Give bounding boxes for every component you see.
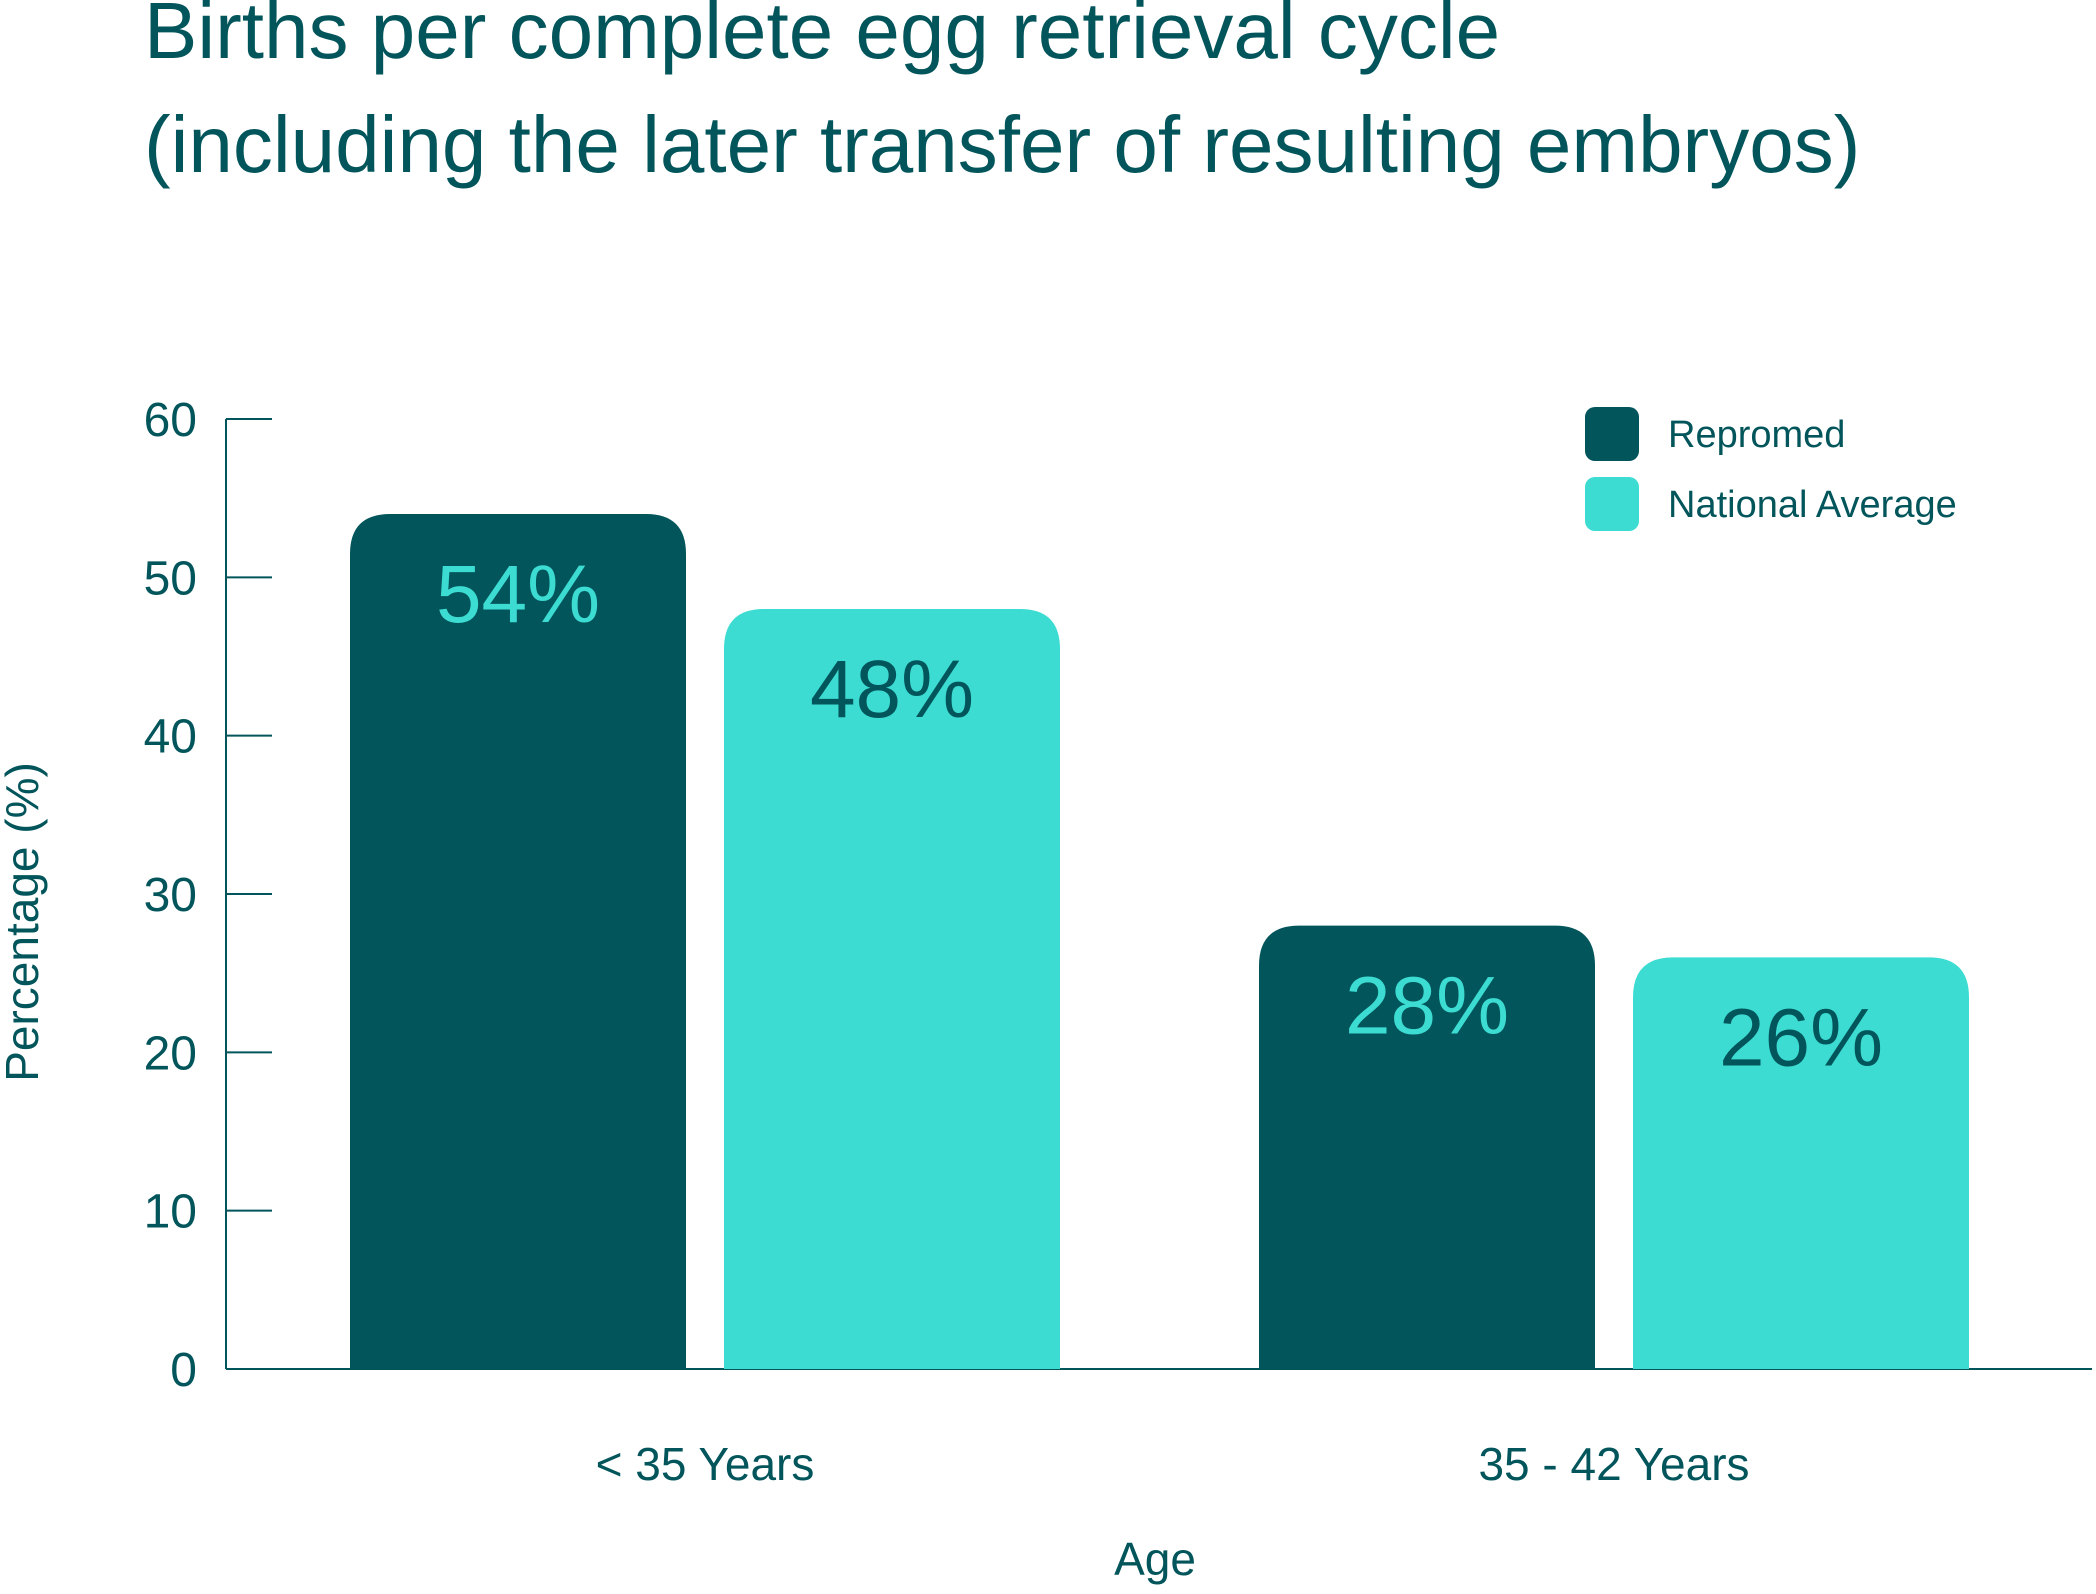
chart-title-line-1: Births per complete egg retrieval cycle xyxy=(144,0,1500,75)
y-tick-label: 60 xyxy=(144,394,197,447)
bar-value-label: 54% xyxy=(436,549,600,640)
bar-value-label: 26% xyxy=(1719,992,1883,1083)
x-category-label: < 35 Years xyxy=(596,1438,815,1490)
x-category-label: 35 - 42 Years xyxy=(1478,1438,1749,1490)
chart-title-line-2: (including the later transfer of resulti… xyxy=(144,100,1860,189)
y-tick-label: 20 xyxy=(144,1027,197,1080)
y-tick-label: 40 xyxy=(144,711,197,764)
x-axis-title: Age xyxy=(1114,1533,1196,1585)
chart-title: Births per complete egg retrieval cycle (… xyxy=(144,0,1860,189)
bar-value-label: 48% xyxy=(810,644,974,735)
axes: 0 10 20 30 40 50 60 Percentage (%) Age < 35 Years… xyxy=(0,394,2092,1585)
legend-swatch-national-average xyxy=(1585,477,1639,531)
y-tick-label: 50 xyxy=(144,552,197,605)
y-tick-label: 0 xyxy=(170,1344,197,1397)
bar-repromed-1 xyxy=(350,514,686,1369)
y-axis-title: Percentage (%) xyxy=(0,762,48,1082)
legend-label-national-average: National Average xyxy=(1668,484,1957,526)
legend-label-repromed: Repromed xyxy=(1668,414,1845,456)
bar-national-average-1 xyxy=(724,609,1060,1369)
bar-national-average-2 xyxy=(1633,957,1969,1369)
bar-repromed-2 xyxy=(1259,925,1595,1369)
y-tick-label: 10 xyxy=(144,1186,197,1239)
legend: Repromed National Average xyxy=(1585,407,1957,531)
data-labels: 54% 48% 28% 26% xyxy=(436,549,1883,1083)
bar-value-label: 28% xyxy=(1345,961,1509,1052)
bars xyxy=(350,514,1969,1369)
y-tick-label: 30 xyxy=(144,869,197,922)
legend-swatch-repromed xyxy=(1585,407,1639,461)
